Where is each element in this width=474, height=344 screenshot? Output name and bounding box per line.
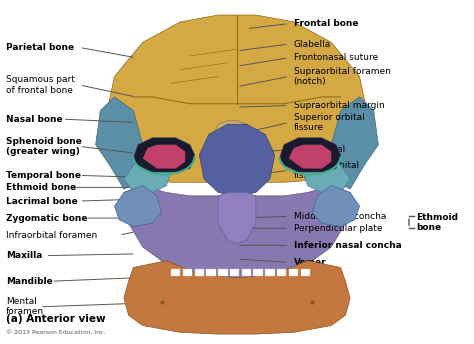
Text: Nasal bone: Nasal bone — [6, 115, 63, 123]
Text: Vomer: Vomer — [293, 258, 326, 267]
Text: Frontonasal suture: Frontonasal suture — [293, 53, 378, 62]
Text: Maxilla: Maxilla — [6, 251, 43, 260]
Text: Supraorbital foramen
(notch): Supraorbital foramen (notch) — [293, 67, 391, 86]
Polygon shape — [265, 269, 275, 276]
Polygon shape — [218, 193, 256, 244]
Text: Zygomatic bone: Zygomatic bone — [6, 214, 88, 223]
Text: Temporal bone: Temporal bone — [6, 171, 81, 180]
Text: Squamous part
of frontal bone: Squamous part of frontal bone — [6, 75, 75, 95]
Text: Optic canal: Optic canal — [293, 145, 345, 154]
Polygon shape — [279, 138, 341, 172]
Text: Ethmoid
bone: Ethmoid bone — [416, 213, 458, 232]
Polygon shape — [199, 124, 275, 196]
Text: Lacrimal bone: Lacrimal bone — [6, 196, 78, 205]
Text: Supraorbital margin: Supraorbital margin — [293, 101, 384, 110]
Polygon shape — [213, 121, 256, 141]
Text: Frontal bone: Frontal bone — [293, 19, 358, 28]
Text: Mandibular
symphysis: Mandibular symphysis — [189, 310, 247, 329]
Polygon shape — [289, 145, 331, 169]
Text: Inferior nasal concha: Inferior nasal concha — [293, 241, 401, 250]
Polygon shape — [331, 97, 378, 189]
Polygon shape — [242, 269, 251, 276]
Text: Glabella: Glabella — [293, 40, 331, 49]
Text: Infraorbital foramen: Infraorbital foramen — [6, 230, 97, 240]
Text: Perpendicular plate: Perpendicular plate — [293, 224, 382, 233]
Polygon shape — [143, 145, 185, 169]
Polygon shape — [183, 269, 192, 276]
Polygon shape — [124, 186, 350, 284]
Polygon shape — [105, 15, 369, 182]
Text: (a) Anterior view: (a) Anterior view — [6, 314, 106, 324]
Polygon shape — [277, 269, 286, 276]
Polygon shape — [303, 158, 350, 193]
Polygon shape — [289, 269, 298, 276]
Polygon shape — [124, 261, 350, 334]
Text: Mandible: Mandible — [6, 277, 53, 286]
Polygon shape — [171, 269, 181, 276]
Text: Middle nasal concha: Middle nasal concha — [293, 212, 386, 221]
Polygon shape — [195, 269, 204, 276]
Text: Sphenoid bone
(greater wing): Sphenoid bone (greater wing) — [6, 137, 82, 156]
Polygon shape — [206, 269, 216, 276]
Polygon shape — [218, 269, 228, 276]
Text: Parietal bone: Parietal bone — [6, 43, 74, 52]
Text: Superior orbital
fissure: Superior orbital fissure — [293, 113, 365, 132]
Polygon shape — [96, 97, 143, 189]
Polygon shape — [254, 269, 263, 276]
Polygon shape — [133, 138, 195, 172]
Polygon shape — [230, 269, 239, 276]
Text: Inferior orbital
fissure: Inferior orbital fissure — [293, 161, 359, 180]
Text: © 2013 Pearson Education, Inc.: © 2013 Pearson Education, Inc. — [6, 330, 106, 335]
Text: Ethmoid bone: Ethmoid bone — [6, 183, 76, 192]
Text: Mental
foramen: Mental foramen — [6, 297, 44, 316]
Polygon shape — [312, 186, 359, 227]
Polygon shape — [124, 158, 171, 193]
Polygon shape — [115, 186, 162, 227]
Polygon shape — [301, 269, 310, 276]
